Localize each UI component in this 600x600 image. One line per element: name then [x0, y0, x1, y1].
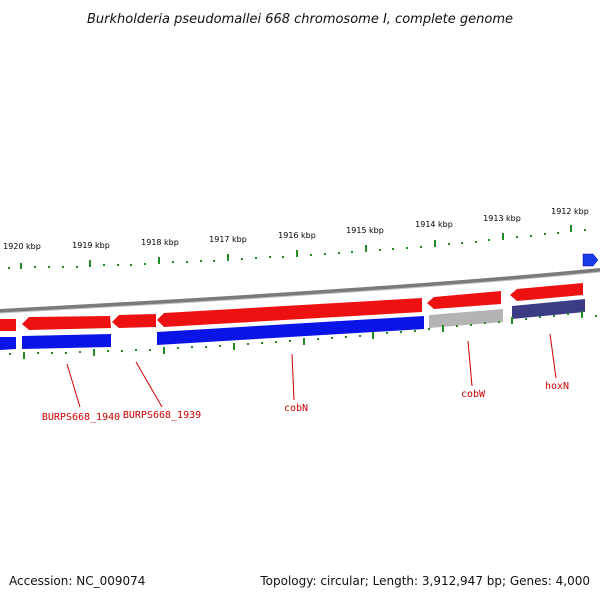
- label-leaders: [66, 333, 557, 408]
- forward-strand: [0, 283, 583, 331]
- leader-line: [291, 353, 295, 401]
- chromosome-backbone-highlight: [0, 271, 600, 314]
- gene-label-cobn: cobN: [284, 403, 308, 414]
- chromosome-backbone: [0, 268, 600, 313]
- leader-line: [549, 333, 557, 379]
- tick-label: 1920 kbp: [3, 242, 41, 251]
- lower-tick-scale: [9, 311, 597, 359]
- edge-gene-arrow: [582, 253, 599, 267]
- tick-label: 1915 kbp: [346, 226, 384, 235]
- gene-arrow: [22, 316, 111, 330]
- gene-arrow: [157, 298, 422, 327]
- tick-labels: 1920 kbp 1919 kbp 1918 kbp 1917 kbp 1916…: [3, 207, 589, 251]
- upper-tick-scale: [8, 225, 586, 269]
- tick-label: 1914 kbp: [415, 220, 453, 229]
- gene-block: [157, 316, 424, 345]
- gene-arrow: [112, 314, 156, 328]
- topology-text: Topology: circular; Length: 3,912,947 bp…: [260, 574, 590, 588]
- pseudogene-block: [429, 309, 503, 328]
- tick-label: 1913 kbp: [483, 214, 521, 223]
- tick-label: 1912 kbp: [551, 207, 589, 216]
- gene-label-burps668-1939: BURPS668_1939: [123, 410, 201, 421]
- gene-label-hoxn: hoxN: [545, 381, 569, 392]
- gene-block: [22, 334, 111, 349]
- map-title: Burkholderia pseudomallei 668 chromosome…: [87, 12, 513, 27]
- gene-arrow: [510, 283, 583, 301]
- tick-label: 1919 kbp: [72, 241, 110, 250]
- gene-label-cobw: cobW: [461, 389, 486, 400]
- tick-label: 1917 kbp: [209, 235, 247, 244]
- leader-line: [135, 361, 163, 408]
- gene-arrow: [427, 291, 501, 309]
- tick-label: 1918 kbp: [141, 238, 179, 247]
- gene-block: [0, 337, 16, 350]
- gene-labels: BURPS668_1940 BURPS668_1939 cobN cobW ho…: [42, 381, 569, 423]
- leader-line: [467, 340, 473, 387]
- gene-arrow: [0, 319, 16, 331]
- reverse-strand: [0, 299, 585, 350]
- accession-text: Accession: NC_009074: [9, 574, 146, 588]
- leader-line: [66, 363, 81, 408]
- gene-label-burps668-1940: BURPS668_1940: [42, 412, 120, 423]
- gene-block: [512, 299, 585, 319]
- tick-label: 1916 kbp: [278, 231, 316, 240]
